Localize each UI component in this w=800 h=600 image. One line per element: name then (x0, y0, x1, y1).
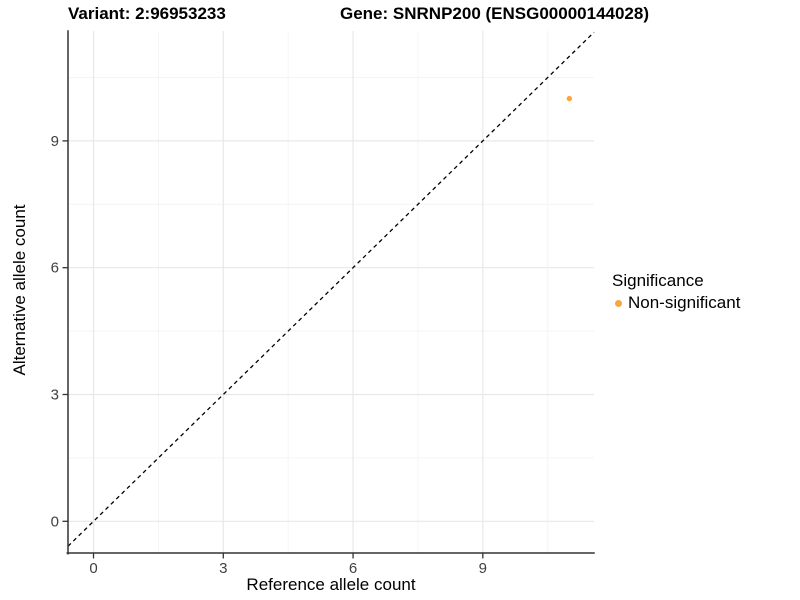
y-tick-label: 9 (51, 133, 59, 150)
x-tick-label: 9 (479, 560, 487, 577)
gene-title: Gene: SNRNP200 (ENSG00000144028) (340, 4, 649, 23)
identity-line (67, 31, 595, 547)
x-axis-label: Reference allele count (246, 575, 416, 594)
x-tick-label: 3 (219, 560, 227, 577)
x-tick-label: 6 (349, 560, 357, 577)
legend-dot-icon (615, 299, 622, 307)
x-tick-label: 0 (89, 560, 97, 577)
legend: Significance Non-significant (612, 271, 740, 312)
data-point (566, 95, 573, 102)
legend-item: Non-significant (612, 294, 740, 312)
variant-title: Variant: 2:96953233 (68, 4, 226, 23)
y-tick-label: 0 (51, 513, 59, 530)
y-tick-label: 6 (51, 260, 59, 277)
legend-item-label: Non-significant (628, 293, 741, 312)
y-axis-label: Alternative allele count (10, 204, 29, 376)
y-tick-label: 3 (51, 386, 59, 403)
legend-title: Significance (612, 271, 704, 290)
